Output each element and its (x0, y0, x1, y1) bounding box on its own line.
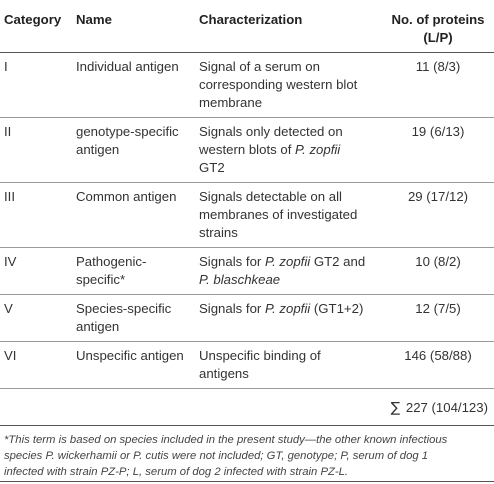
footnote: *This term is based on species included … (4, 434, 448, 478)
row-characterization: Signals for P. zopfii GT2 and P. blaschk… (199, 254, 366, 287)
total-row: ∑ 227 (104/123) (391, 399, 488, 417)
row-divider (0, 247, 494, 248)
row-name: genotype-specific antigen (76, 124, 179, 157)
footer-rule (0, 425, 494, 426)
row-characterization: Signals detectable on all membranes of i… (199, 189, 358, 240)
header-characterization: Characterization (199, 12, 303, 27)
row-proteins: 11 (8/3) (415, 59, 461, 74)
row-divider (0, 117, 494, 118)
header-category: Category (4, 12, 62, 27)
row-characterization: Unspecific binding of antigens (199, 348, 321, 381)
total-value: 227 (104/123) (405, 400, 488, 415)
header-rule (0, 52, 494, 53)
row-name: Common antigen (76, 189, 177, 204)
row-category: III (4, 189, 15, 204)
row-name: Pathogenic- specific* (76, 254, 147, 287)
row-proteins: 19 (6/13) (411, 124, 465, 139)
row-category: II (4, 124, 12, 139)
row-divider (0, 341, 494, 342)
header-name: Name (76, 12, 112, 27)
row-name: Unspecific antigen (76, 348, 184, 363)
row-category: I (4, 59, 8, 74)
row-name: Species-specific antigen (76, 301, 172, 334)
header-proteins-line2: (L/P) (423, 30, 453, 45)
row-category: VI (4, 348, 17, 363)
row-characterization: Signal of a serum on corresponding weste… (199, 59, 358, 110)
row-category: IV (4, 254, 17, 269)
row-characterization: Signals only detected on western blots o… (199, 124, 343, 175)
row-characterization: Signals for P. zopfii (GT1+2) (199, 301, 364, 316)
row-divider (0, 388, 494, 389)
row-proteins: 29 (17/12) (407, 189, 469, 204)
row-proteins: 12 (7/5) (415, 301, 461, 316)
row-category: V (4, 301, 13, 316)
header-proteins-line1: No. of proteins (391, 12, 485, 27)
row-name: Individual antigen (76, 59, 179, 74)
sum-symbol: ∑ (390, 400, 401, 416)
header-proteins: No. of proteins (L/P) (384, 11, 492, 47)
bottom-rule (0, 481, 494, 482)
row-divider (0, 182, 494, 183)
row-divider (0, 294, 494, 295)
row-proteins: 10 (8/2) (415, 254, 461, 269)
row-proteins: 146 (58/88) (404, 348, 472, 363)
